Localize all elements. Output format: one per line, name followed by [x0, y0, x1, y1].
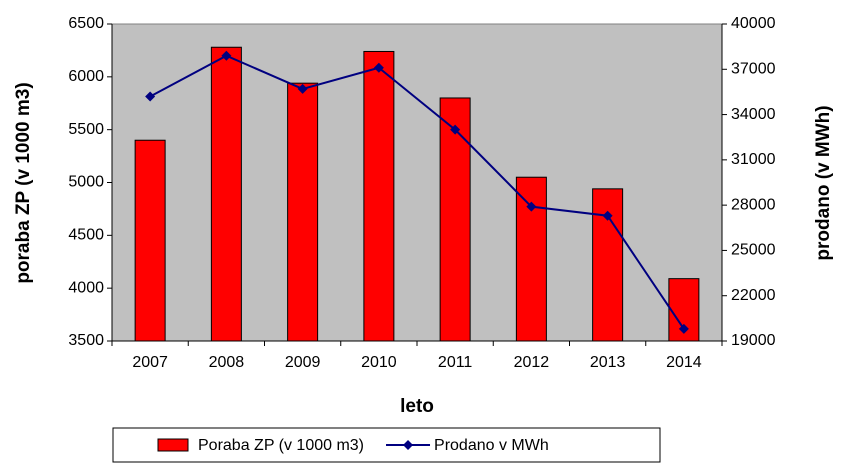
x-tick-label: 2010: [361, 354, 397, 371]
line-marker: [145, 91, 156, 102]
y2-tick-label: 31000: [731, 151, 776, 168]
legend-marker: [403, 440, 414, 450]
line-marker: [450, 124, 461, 135]
bar: [363, 50, 395, 342]
line-marker: [526, 201, 537, 212]
legend-label: Prodano v MWh: [434, 437, 549, 454]
bar: [134, 139, 166, 342]
y-tick-label: 3500: [68, 332, 104, 349]
y-tick-label: 5500: [68, 121, 104, 138]
line-marker: [297, 83, 308, 94]
y-tick-label: 4500: [68, 227, 104, 244]
bar: [210, 46, 242, 342]
bar: [439, 97, 471, 342]
y-tick-label: 5000: [68, 174, 104, 191]
x-tick-label: 2014: [666, 354, 702, 371]
y2-tick-label: 28000: [731, 196, 776, 213]
y2-tick-label: 22000: [731, 287, 776, 304]
bar: [287, 82, 319, 342]
x-tick-label: 2012: [514, 354, 550, 371]
y2-tick-label: 40000: [731, 15, 776, 32]
y-tick-label: 6500: [68, 15, 104, 32]
y-tick-label: 4000: [68, 279, 104, 296]
x-tick-label: 2008: [209, 354, 245, 371]
plot-area: [111, 23, 723, 342]
y2-tick-label: 25000: [731, 242, 776, 259]
line-marker: [373, 62, 384, 73]
line-marker: [602, 210, 613, 221]
line-marker: [221, 50, 232, 61]
line-marker: [678, 323, 689, 334]
line: [149, 54, 685, 330]
x-axis-title: leto: [400, 396, 434, 417]
y2-tick-label: 37000: [731, 61, 776, 78]
y-axis-title: poraba ZP (v 1000 m3): [13, 82, 34, 283]
x-tick-label: 2013: [590, 354, 626, 371]
x-tick-label: 2007: [132, 354, 168, 371]
y2-axis-title: prodano (v MWh): [813, 105, 834, 260]
legend-label: Poraba ZP (v 1000 m3): [198, 437, 364, 454]
legend-swatch: [157, 438, 189, 452]
x-tick-label: 2011: [438, 354, 473, 371]
x-tick-label: 2009: [285, 354, 321, 371]
y2-tick-label: 34000: [731, 106, 776, 123]
y2-tick-label: 19000: [731, 332, 776, 349]
y-tick-label: 6000: [68, 68, 104, 85]
